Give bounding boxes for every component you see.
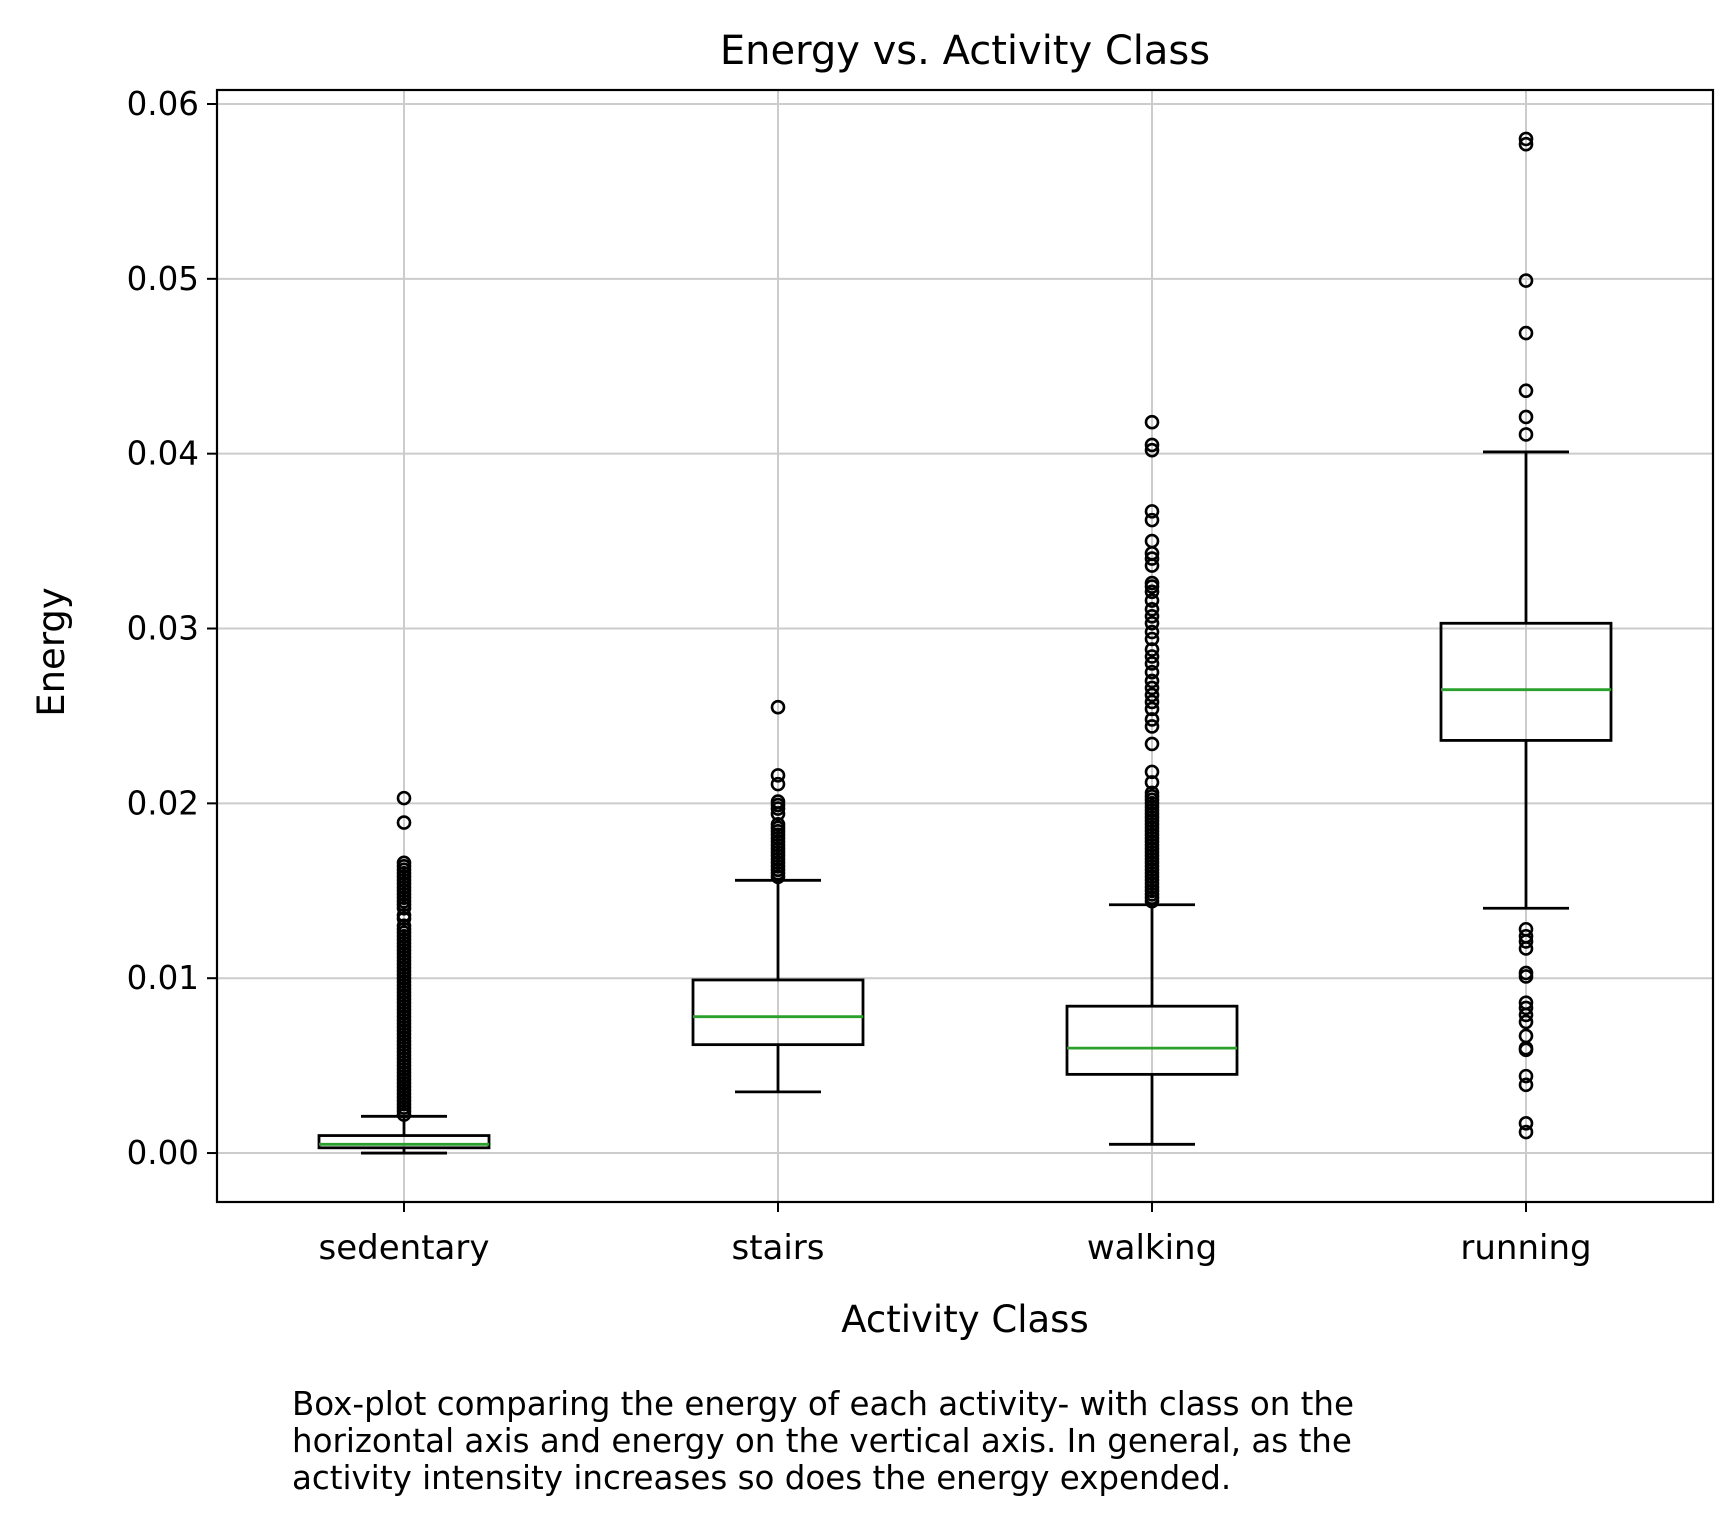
outlier-point xyxy=(1144,437,1160,453)
outlier-point xyxy=(770,776,786,792)
outlier-point xyxy=(770,699,786,715)
outlier-point xyxy=(1144,694,1160,710)
outlier-point xyxy=(1144,656,1160,671)
outlier-point xyxy=(396,815,412,830)
outlier-point xyxy=(396,911,412,927)
outlier-point xyxy=(1144,673,1160,689)
outlier-point xyxy=(396,790,412,806)
outlier-point xyxy=(1144,579,1160,594)
x-tick-label: sedentary xyxy=(319,1228,490,1268)
box-plots xyxy=(317,131,1613,1155)
outlier-point xyxy=(1144,631,1160,647)
outlier-point xyxy=(1144,775,1160,790)
outlier-point xyxy=(1144,893,1160,909)
outlier-point xyxy=(1144,442,1160,458)
outlier-point xyxy=(1518,383,1534,399)
y-tick-label: 0.03 xyxy=(127,610,199,648)
outlier-point xyxy=(770,806,786,822)
outlier-point xyxy=(1518,409,1534,425)
box-stairs xyxy=(691,699,865,1094)
caption-line: activity intensity increases so does the… xyxy=(292,1459,1232,1497)
y-tick-label: 0.06 xyxy=(127,85,199,123)
y-tick-label: 0.05 xyxy=(127,260,199,298)
figure-caption: Box-plot comparing the energy of each ac… xyxy=(292,1386,1592,1497)
outlier-point xyxy=(1518,969,1534,984)
outlier-point xyxy=(1144,712,1160,727)
outlier-point xyxy=(1144,736,1160,752)
iqr-box xyxy=(317,1134,491,1150)
y-tick-label: 0.01 xyxy=(127,959,199,997)
y-axis-label: Energy xyxy=(30,587,73,717)
outlier-point xyxy=(1144,601,1160,617)
plot-frame xyxy=(215,88,1715,1204)
outlier-point xyxy=(1518,1042,1534,1058)
outlier-point xyxy=(1144,624,1160,640)
iqr-box xyxy=(1065,1004,1239,1076)
y-tick-label: 0.00 xyxy=(127,1134,199,1172)
chart-title: Energy vs. Activity Class xyxy=(720,28,1210,74)
outlier-point xyxy=(770,869,786,885)
outlier-point xyxy=(1144,608,1160,624)
outlier-point xyxy=(1144,593,1160,608)
outlier-point xyxy=(770,801,786,816)
axes: 0.00 0.01 0.02 0.03 0.04 0.05 0.06 sedentary sta… xyxy=(127,85,1592,1268)
y-tick-label: 0.02 xyxy=(127,784,199,822)
outlier-point xyxy=(1144,584,1160,600)
outlier-point xyxy=(1144,764,1160,780)
outlier-point xyxy=(1518,1077,1534,1093)
outlier-point xyxy=(1144,649,1160,664)
outlier-point xyxy=(1144,719,1160,734)
caption-line: Box-plot comparing the energy of each ac… xyxy=(292,1385,1354,1423)
x-tick-label: stairs xyxy=(731,1228,824,1268)
outlier-point xyxy=(396,1107,412,1122)
box-running xyxy=(1439,131,1613,1140)
outlier-point xyxy=(1518,273,1534,288)
box-sedentary xyxy=(317,790,491,1155)
outlier-point xyxy=(1518,941,1534,956)
x-axis-label: Activity Class xyxy=(841,1298,1088,1341)
outlier-point xyxy=(1518,1000,1534,1016)
outlier-point xyxy=(1144,558,1160,573)
outlier-point xyxy=(1144,642,1160,657)
outlier-point xyxy=(1144,701,1160,717)
outlier-point xyxy=(1518,1068,1534,1084)
outlier-point xyxy=(396,900,412,916)
y-tick-label: 0.04 xyxy=(127,435,199,473)
outlier-point xyxy=(1144,504,1160,519)
outlier-point xyxy=(1518,427,1534,442)
grid xyxy=(217,90,1713,1202)
outlier-point xyxy=(1518,934,1534,949)
outlier-point xyxy=(1518,1007,1534,1023)
caption-line: horizontal axis and energy on the vertic… xyxy=(292,1422,1352,1460)
outlier-point xyxy=(770,768,786,783)
outlier-point xyxy=(1518,1124,1534,1140)
outlier-point xyxy=(1144,615,1160,631)
outlier-point xyxy=(1518,131,1534,147)
outlier-point xyxy=(1518,1116,1534,1131)
x-tick-label: walking xyxy=(1087,1228,1217,1268)
iqr-box xyxy=(691,978,865,1047)
outlier-point xyxy=(1144,687,1160,703)
x-tick-label: running xyxy=(1460,1228,1591,1268)
outlier-point xyxy=(1144,664,1160,680)
outlier-point xyxy=(1518,1014,1534,1030)
outlier-point xyxy=(1518,325,1534,341)
outlier-point xyxy=(1144,414,1160,430)
outlier-point xyxy=(1144,551,1160,566)
iqr-box xyxy=(1439,621,1613,742)
outlier-point xyxy=(1518,136,1534,152)
outlier-point xyxy=(1144,512,1160,528)
box-walking xyxy=(1065,414,1239,1146)
outlier-point xyxy=(1144,680,1160,696)
